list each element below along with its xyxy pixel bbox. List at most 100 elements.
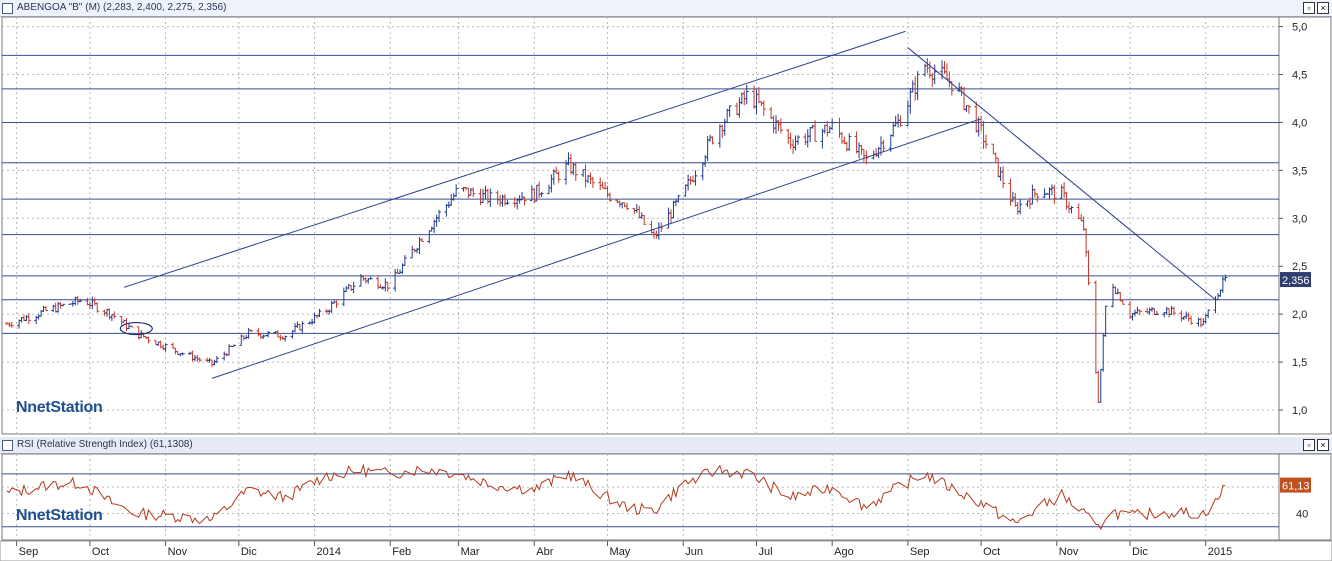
price-bar (795, 135, 800, 145)
rsi-axis (1278, 453, 1332, 541)
x-tick-label: Oct (92, 546, 109, 558)
price-bar (1120, 299, 1125, 305)
price-bar (830, 118, 835, 131)
price-bar (539, 192, 544, 198)
price-bar (1103, 305, 1108, 337)
price-bar (146, 336, 151, 344)
price-bar (437, 209, 442, 223)
price-bar (385, 281, 390, 292)
price-bar (983, 134, 988, 149)
marker-ellipse (119, 321, 153, 336)
y-tick-label: 1,0 (1292, 405, 1307, 417)
minimize-button[interactable]: ▫ (1303, 2, 1315, 14)
x-tick-label: Dic (1132, 546, 1148, 558)
x-tick-label: Jul (758, 546, 772, 558)
y-tick-label: 4,0 (1292, 117, 1307, 129)
price-bar (26, 313, 31, 325)
price-panel-title: ABENGOA "B" (M) (2,283, 2,400, 2,275, 2,… (17, 2, 227, 13)
price-bar (419, 237, 424, 242)
x-tick-label: Feb (392, 546, 411, 558)
x-tick-label: Mar (461, 546, 480, 558)
rsi-line (6, 463, 1226, 531)
price-bar (283, 335, 288, 342)
price-bar (693, 170, 698, 186)
price-bar (1052, 184, 1057, 204)
price-bar (1069, 206, 1074, 214)
price-bar (590, 176, 595, 188)
minimize-button[interactable]: ▫ (1303, 439, 1315, 451)
price-bar (1189, 315, 1194, 325)
price-bar (163, 343, 168, 352)
y-tick-label: 2,0 (1292, 309, 1307, 321)
price-bar (710, 136, 715, 145)
x-tick-label: Nov (1059, 546, 1079, 558)
price-bar (1154, 310, 1159, 315)
price-bar (300, 321, 305, 334)
price-bar (214, 356, 219, 364)
price-bar (334, 300, 339, 308)
price-bar (61, 303, 66, 307)
price-bar (778, 118, 783, 134)
price-bar (676, 195, 681, 203)
x-tick-label: Dic (241, 546, 257, 558)
window-icon[interactable] (2, 3, 13, 14)
price-bar (317, 308, 322, 318)
x-tick-label: Sep (910, 546, 930, 558)
price-bar (249, 329, 254, 333)
price-bar (522, 196, 527, 206)
last-rsi-label: 61,13 (1282, 481, 1310, 493)
x-tick-label: 2014 (317, 546, 341, 558)
n-logo-icon: Ν (16, 399, 28, 416)
price-bar (43, 306, 48, 312)
price-bar (881, 139, 886, 153)
price-bar (642, 214, 647, 225)
x-tick-label: Ago (834, 546, 854, 558)
price-bar (761, 100, 766, 117)
y-tick-label: 5,0 (1292, 22, 1307, 34)
price-bar (488, 188, 493, 207)
price-bar (625, 202, 630, 211)
x-tick-label: May (610, 546, 631, 558)
price-bar (402, 255, 407, 266)
price-bars (4, 58, 1228, 403)
price-bar (1137, 309, 1142, 316)
price-bar (1206, 309, 1211, 319)
price-bar (129, 325, 134, 328)
price-bar (744, 84, 749, 105)
close-button[interactable]: × (1317, 2, 1329, 14)
price-bar (847, 133, 852, 151)
price-bar (932, 64, 937, 85)
y-tick-label: 3,0 (1292, 213, 1307, 225)
price-bar (351, 281, 356, 294)
n-logo-icon: Ν (16, 507, 28, 524)
x-tick-label: 2015 (1208, 546, 1232, 558)
price-bar (112, 311, 117, 319)
last-rsi-badge (1280, 477, 1311, 493)
x-tick-label: Oct (983, 546, 1000, 558)
price-bar (471, 187, 476, 198)
price-bar (898, 115, 903, 127)
price-bar (1086, 250, 1091, 286)
price-bar (1018, 198, 1023, 215)
close-button[interactable]: × (1317, 439, 1329, 451)
time-axis (0, 540, 1332, 561)
y-tick-label: 2,5 (1292, 261, 1307, 273)
price-plot-area (1, 16, 1280, 435)
price-bar (95, 302, 100, 313)
price-axis (1278, 16, 1332, 435)
trendline-downtrend (907, 47, 1216, 301)
y-tick-label: 4,5 (1292, 70, 1307, 82)
price-bar (915, 71, 920, 101)
price-bar (966, 105, 971, 114)
y-tick-label: 1,5 (1292, 357, 1307, 369)
window-icon[interactable] (2, 440, 13, 451)
netstation-logo: ΝnetStation (16, 399, 103, 416)
price-bar (727, 105, 732, 117)
price-bar (231, 344, 236, 347)
last-price-label: 2,356 (1282, 275, 1310, 287)
price-bar (1035, 193, 1040, 203)
x-tick-label: Abr (536, 546, 553, 558)
price-bar (454, 184, 459, 198)
trendline-channel-lower (211, 119, 979, 379)
